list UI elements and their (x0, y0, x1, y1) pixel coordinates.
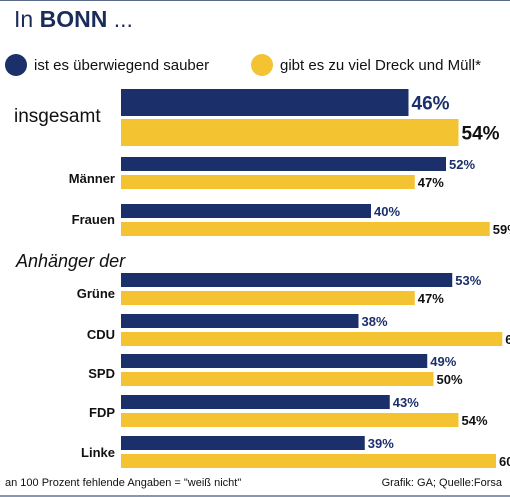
category-label-spd: SPD (88, 366, 115, 381)
value-label-clean-insgesamt: 46% (412, 94, 450, 115)
bar-clean-fdp (121, 395, 390, 409)
category-label-gruene: Grüne (76, 286, 115, 301)
legend-label-clean: ist es überwiegend sauber (34, 57, 210, 74)
value-label-dirty-insgesamt: 54% (462, 124, 500, 145)
legend-marker-dirty (251, 54, 273, 76)
category-label-frauen: Frauen (71, 212, 115, 227)
value-label-dirty-spd: 50% (437, 372, 463, 387)
value-label-dirty-maenner: 47% (418, 175, 444, 190)
chart-title: In BONN ... (14, 6, 133, 33)
bar-dirty-fdp (121, 413, 459, 427)
bar-clean-insgesamt (121, 89, 409, 116)
category-label-insgesamt: insgesamt (14, 106, 101, 127)
value-label-dirty-gruene: 47% (418, 291, 444, 306)
bar-dirty-gruene (121, 291, 415, 305)
category-label-cdu: CDU (86, 327, 115, 342)
bar-dirty-maenner (121, 175, 415, 189)
value-label-clean-spd: 49% (430, 354, 456, 369)
bar-dirty-spd (121, 372, 434, 386)
footer-source: Grafik: GA; Quelle:Forsa (381, 477, 502, 489)
value-label-dirty-fdp: 54% (462, 413, 488, 428)
group-title-anhaenger: Anhänger der (16, 251, 126, 271)
title-prefix: In (14, 6, 34, 32)
bar-dirty-frauen (121, 222, 490, 236)
title-city: BONN (39, 6, 108, 32)
bar-clean-spd (121, 354, 428, 368)
bar-dirty-cdu (121, 332, 503, 346)
value-label-clean-cdu: 38% (362, 314, 388, 329)
value-label-clean-gruene: 53% (455, 273, 481, 288)
title-suffix: ... (107, 6, 133, 32)
value-label-dirty-linke: 60% (499, 454, 510, 469)
bar-clean-gruene (121, 273, 453, 287)
category-label-linke: Linke (81, 445, 115, 460)
value-label-clean-fdp: 43% (393, 395, 419, 410)
bar-clean-cdu (121, 314, 359, 328)
category-label-fdp: FDP (89, 405, 115, 420)
category-label-maenner: Männer (68, 171, 115, 186)
footer-note: an 100 Prozent fehlende Angaben = "weiß … (5, 477, 242, 489)
bar-dirty-linke (121, 454, 496, 468)
bar-clean-maenner (121, 157, 446, 171)
value-label-dirty-cdu: 61% (505, 332, 510, 347)
legend-label-dirty: gibt es zu viel Dreck und Müll* (280, 57, 481, 74)
bar-dirty-insgesamt (121, 119, 459, 146)
value-label-dirty-frauen: 59% (493, 222, 510, 237)
value-label-clean-frauen: 40% (374, 204, 400, 219)
value-label-clean-linke: 39% (368, 436, 394, 451)
bar-clean-linke (121, 436, 365, 450)
bar-clean-frauen (121, 204, 371, 218)
legend-marker-clean (5, 54, 27, 76)
value-label-clean-maenner: 52% (449, 157, 475, 172)
